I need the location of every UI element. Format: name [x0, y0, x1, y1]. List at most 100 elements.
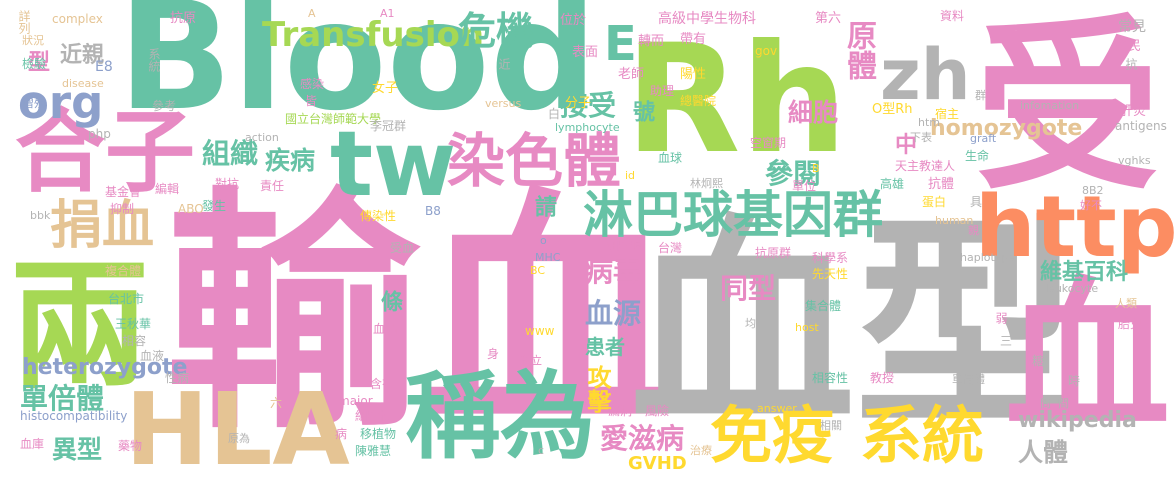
word-qing: 請	[531, 195, 556, 217]
word-small-71: human	[935, 214, 974, 227]
word-tiao: 條	[377, 290, 402, 312]
word-small-0: 詳列	[17, 10, 31, 34]
word-hla: HLA	[125, 371, 350, 482]
word-gongji: 攻擊	[583, 365, 611, 413]
word-small-40: htm	[918, 116, 940, 129]
word-small-120: 相關	[820, 419, 842, 432]
word-small-1: complex	[52, 12, 103, 26]
word-small-115: 風險	[645, 404, 670, 418]
word-small-8: 資料	[940, 9, 965, 23]
word-small-109: 單倍體	[952, 373, 985, 386]
word-small-92: host	[795, 321, 819, 334]
word-small-16: 帶有	[680, 32, 707, 47]
word-small-26: 總醫院	[680, 94, 717, 108]
word-small-99: 身	[487, 347, 500, 361]
word-small-107: 教授	[870, 371, 895, 385]
word-small-10: 狀況	[22, 34, 44, 47]
word-small-17: gov	[755, 44, 778, 58]
word-small-90: 王秋華	[115, 317, 152, 331]
word-small-57: 對抗	[215, 177, 240, 191]
word-small-113: answer	[757, 402, 797, 415]
word-xing: 型	[24, 50, 49, 72]
word-small-63: 發生	[202, 199, 227, 213]
word-renti: 人體	[1018, 438, 1069, 467]
word-small-24: index	[1118, 72, 1149, 85]
word-small-74: 傳染性	[360, 209, 397, 223]
word-small-23: 陽性	[680, 67, 707, 82]
word-small-3: A	[308, 7, 316, 20]
word-small-13: 系統	[147, 48, 161, 72]
word-small-79: MHC	[535, 251, 561, 264]
word-small-69: 蛋白	[922, 195, 947, 209]
word-danbeiti: 單倍體	[20, 382, 105, 415]
word-small-55: 編輯	[155, 182, 180, 196]
word-gvhd: GVHD	[628, 453, 687, 474]
word-small-35: 皆	[305, 94, 318, 108]
word-small-42: php	[88, 127, 111, 141]
word-xitong: 系統	[860, 399, 985, 472]
word-small-22: 抗	[1124, 58, 1138, 70]
word-small-46: 下表	[910, 131, 932, 144]
word-small-94: 弱	[994, 312, 1008, 324]
word-small-48: graft	[970, 132, 997, 145]
word-small-114: 漏洞	[608, 404, 633, 418]
word-e: E	[604, 16, 637, 72]
word-small-84: 先天性	[812, 267, 849, 281]
word-canyue: 參閱	[765, 157, 822, 190]
word-yixing: 異型	[52, 435, 103, 464]
word-blood: Blood	[118, 0, 598, 144]
word-small-75: 親	[968, 224, 979, 237]
word-small-33: 肝炎	[1120, 104, 1147, 119]
word-zh: zh	[880, 34, 971, 116]
word-http: http	[975, 178, 1175, 277]
word-small-105: 含有	[370, 377, 395, 391]
word-xuexing: 血型	[630, 196, 1080, 458]
word-small-101: www	[525, 324, 555, 338]
word-small-14: 表面	[572, 45, 599, 60]
word-small-41: 宿主	[935, 107, 960, 121]
word-jibing: 疾病	[265, 146, 316, 175]
word-juanxue: 捐血	[50, 196, 155, 256]
word-aizibing: 愛滋病	[600, 422, 685, 455]
word-linba: 淋巴球基因群	[583, 186, 883, 244]
word-small-65: B	[812, 162, 820, 175]
word-shuxue: 輸血	[165, 167, 676, 464]
word-jieshou: 接受	[560, 89, 617, 122]
word-small-123: 陳雅慧	[355, 444, 392, 458]
word-bingdu: 病毒	[585, 255, 642, 288]
word-small-7: 第六	[815, 11, 842, 26]
word-small-38: O型Rh	[872, 102, 913, 117]
word-small-49: 空窗期	[750, 136, 787, 150]
word-liang: 兩	[10, 246, 151, 409]
word-small-47: antigens	[1115, 119, 1167, 133]
word-xibao: 細胞	[788, 98, 839, 127]
word-small-31: 分子	[565, 96, 592, 111]
word-small-12: E8	[95, 59, 113, 75]
word-mianyi: 免疫	[710, 399, 835, 472]
word-tongxing: 同型	[720, 272, 777, 305]
word-small-53: vghks	[1118, 154, 1151, 167]
word-small-50: 天主教達人	[895, 159, 956, 173]
word-small-21: 近	[497, 58, 511, 70]
word-small-97: 血液	[140, 349, 165, 363]
word-shou: 受	[975, 0, 1160, 215]
word-small-4: A1	[380, 7, 395, 20]
word-small-2: 抗原	[170, 11, 197, 26]
word-small-87: leukocyte	[1045, 282, 1099, 295]
word-small-44: 國立台灣師範大學	[285, 112, 382, 126]
word-small-20: 老師	[618, 67, 645, 82]
word-small-34: 增殖	[22, 96, 47, 110]
word-small-9: 常見	[1118, 19, 1146, 35]
word-small-11: 檢驗	[22, 57, 47, 71]
word-small-78: 台灣	[658, 241, 683, 255]
word-small-39: lymphocyte	[555, 121, 620, 134]
word-small-37: 白	[548, 107, 561, 121]
word-wikipedia: wikipedia	[1018, 408, 1137, 433]
word-small-93: 血品	[373, 322, 398, 336]
word-small-118: 移植物	[360, 427, 397, 441]
word-huanzhe: 患者	[585, 335, 625, 359]
word-small-61: 高雄	[880, 177, 905, 191]
word-small-15: 轉而	[638, 34, 665, 49]
word-small-29: 感染	[300, 77, 325, 91]
